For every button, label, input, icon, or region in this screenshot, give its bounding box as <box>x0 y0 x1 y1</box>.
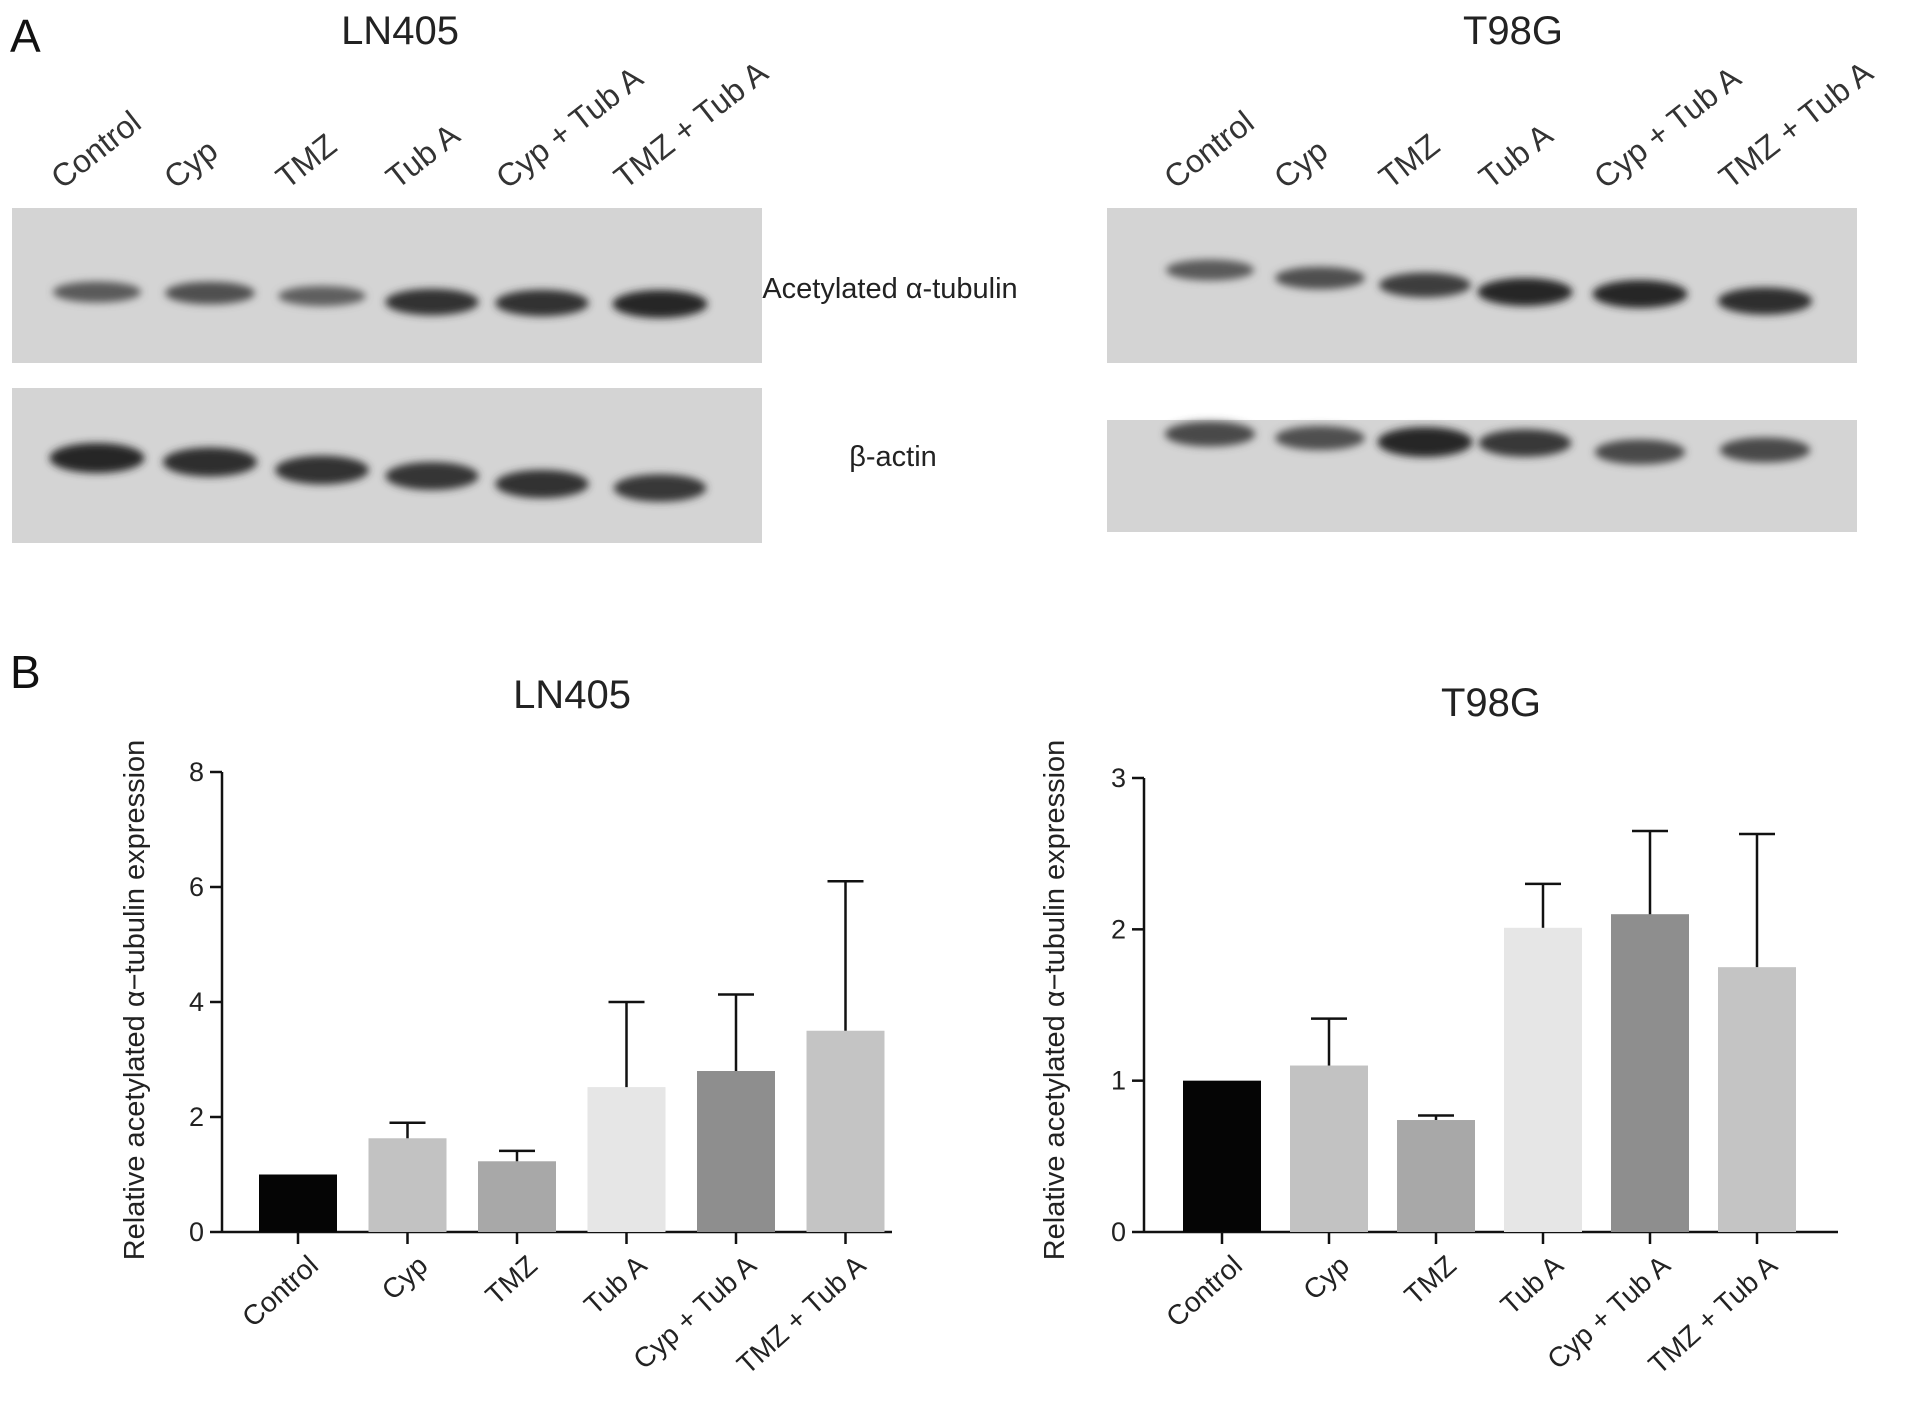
y-tick-label: 3 <box>1111 763 1126 793</box>
x-tick-label: TMZ <box>480 1249 543 1311</box>
bar <box>1397 1120 1475 1232</box>
protein-band <box>1164 421 1256 447</box>
bar <box>806 1030 885 1232</box>
y-axis-label: Relative acetylated α−tubulin expression <box>1039 740 1071 1261</box>
protein-band <box>1478 429 1572 457</box>
protein-band <box>278 285 366 307</box>
blot-title: LN405 <box>341 9 459 53</box>
lane-label: Control <box>1157 104 1260 196</box>
lane-label: Cyp <box>157 132 224 195</box>
protein-band <box>1717 287 1813 315</box>
protein-band <box>1477 278 1573 306</box>
y-tick-label: 6 <box>189 872 204 902</box>
bar <box>368 1138 447 1232</box>
protein-band <box>612 290 708 318</box>
protein-band <box>613 474 707 502</box>
protein-band <box>1165 259 1255 281</box>
lane-label: TMZ <box>269 127 343 196</box>
acetyl-bands <box>1165 259 1813 315</box>
actin-band-label: β-actin <box>849 441 937 473</box>
bar <box>1718 967 1796 1232</box>
acetyl-membrane <box>1107 208 1857 363</box>
bar <box>1183 1080 1261 1232</box>
protein-band <box>1275 425 1365 451</box>
bar <box>1504 927 1582 1232</box>
x-tick-label: Tub A <box>578 1249 653 1321</box>
y-tick-label: 2 <box>1111 914 1126 944</box>
bar <box>1290 1065 1368 1232</box>
protein-band <box>1275 266 1365 290</box>
panel-letter-a: A <box>10 10 41 62</box>
y-tick-label: 0 <box>189 1217 204 1247</box>
protein-band <box>49 443 145 473</box>
protein-band <box>162 447 258 477</box>
lane-label: Cyp <box>1267 132 1334 195</box>
chart-title: LN405 <box>513 673 631 717</box>
bar-chart-ln405: LN405 Relative acetylated α−tubulin expr… <box>119 673 892 1380</box>
protein-band <box>1594 439 1686 465</box>
protein-band <box>1377 427 1473 457</box>
actin-bands <box>1164 421 1811 465</box>
lane-label: Tub A <box>1472 116 1560 196</box>
bar <box>1611 914 1689 1232</box>
x-tick-label: Control <box>1160 1249 1248 1332</box>
acetyl-band-label: Acetylated α-tubulin <box>762 273 1017 305</box>
actin-bands <box>49 443 707 502</box>
y-tick-label: 1 <box>1111 1066 1126 1096</box>
blot-title: T98G <box>1463 9 1563 53</box>
y-tick-label: 2 <box>189 1102 204 1132</box>
y-tick-label: 4 <box>189 987 204 1017</box>
protein-band <box>495 469 589 499</box>
bar <box>478 1161 556 1232</box>
protein-band <box>1379 272 1471 298</box>
lane-label: TMZ + Tub A <box>1712 53 1880 195</box>
protein-band <box>1719 437 1811 463</box>
protein-band <box>275 455 369 485</box>
chart-title: T98G <box>1441 681 1541 725</box>
protein-band <box>1592 280 1688 308</box>
acetyl-membrane <box>12 208 762 363</box>
protein-band <box>52 281 142 303</box>
x-tick-label: Cyp <box>1297 1249 1355 1305</box>
lane-label: TMZ <box>1372 127 1446 196</box>
protein-band <box>495 289 589 317</box>
x-tick-label: TMZ <box>1399 1249 1462 1311</box>
panel-letter-b: B <box>10 646 41 698</box>
bar <box>697 1071 775 1232</box>
y-axis-label: Relative acetylated α−tubulin expression <box>119 740 151 1261</box>
bar-chart-t98g: T98G Relative acetylated α−tubulin expre… <box>1039 681 1838 1380</box>
protein-band <box>385 288 479 316</box>
bar <box>259 1174 337 1232</box>
protein-band <box>385 461 479 491</box>
bar <box>587 1087 666 1232</box>
lane-label: Control <box>44 104 147 196</box>
x-tick-label: Control <box>236 1249 324 1332</box>
protein-band <box>165 281 255 305</box>
x-tick-label: Cyp <box>376 1249 434 1305</box>
acetyl-bands <box>52 281 708 318</box>
x-tick-label: Tub A <box>1495 1249 1570 1321</box>
y-tick-label: 8 <box>189 757 204 787</box>
y-tick-label: 0 <box>1111 1217 1126 1247</box>
lane-label: Tub A <box>379 116 467 196</box>
